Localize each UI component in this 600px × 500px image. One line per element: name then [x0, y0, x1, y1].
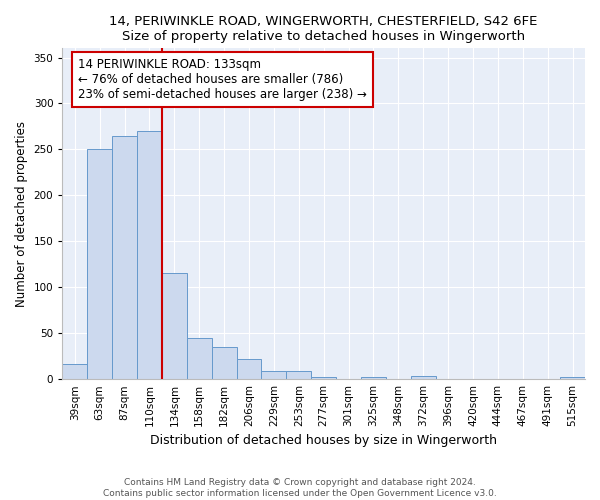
Bar	[311, 378, 336, 379]
Bar	[411, 376, 436, 379]
Bar	[286, 371, 311, 379]
Bar	[236, 359, 262, 379]
Bar	[187, 338, 212, 379]
Bar	[87, 150, 112, 379]
X-axis label: Distribution of detached houses by size in Wingerworth: Distribution of detached houses by size …	[150, 434, 497, 448]
Y-axis label: Number of detached properties: Number of detached properties	[15, 121, 28, 307]
Text: Contains HM Land Registry data © Crown copyright and database right 2024.
Contai: Contains HM Land Registry data © Crown c…	[103, 478, 497, 498]
Bar	[162, 274, 187, 379]
Bar	[112, 136, 137, 379]
Bar	[361, 378, 386, 379]
Bar	[560, 378, 585, 379]
Text: 14 PERIWINKLE ROAD: 133sqm
← 76% of detached houses are smaller (786)
23% of sem: 14 PERIWINKLE ROAD: 133sqm ← 76% of deta…	[78, 58, 367, 102]
Bar	[62, 364, 87, 379]
Bar	[212, 347, 236, 379]
Bar	[137, 131, 162, 379]
Bar	[262, 371, 286, 379]
Title: 14, PERIWINKLE ROAD, WINGERWORTH, CHESTERFIELD, S42 6FE
Size of property relativ: 14, PERIWINKLE ROAD, WINGERWORTH, CHESTE…	[109, 15, 538, 43]
